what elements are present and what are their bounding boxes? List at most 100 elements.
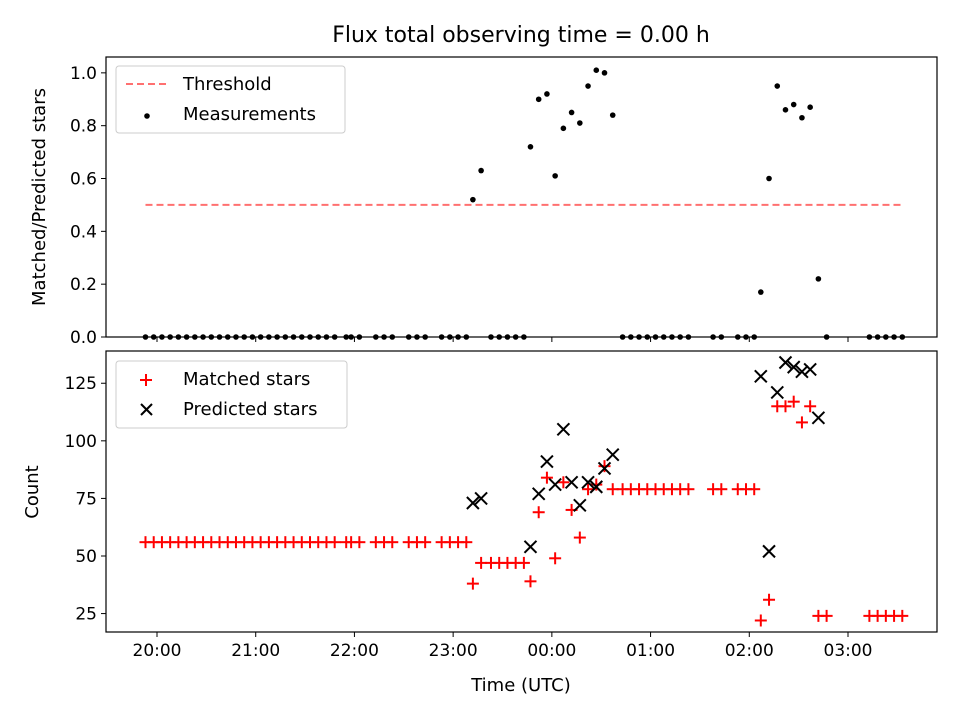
matched-star-point bbox=[820, 609, 833, 622]
ratio-y-label: Matched/Predicted stars bbox=[29, 88, 50, 306]
predicted-star-point bbox=[564, 475, 579, 489]
measurement-point bbox=[535, 96, 542, 103]
predicted-star-point bbox=[778, 355, 793, 370]
measurement-point bbox=[470, 196, 476, 203]
x-axis-label: Time (UTC) bbox=[470, 675, 571, 696]
predicted-star-point bbox=[795, 365, 809, 379]
matched-legend-swatch bbox=[140, 374, 152, 386]
matched-star-point bbox=[748, 483, 761, 496]
predicted-star-point bbox=[606, 447, 620, 462]
predicted-star-point bbox=[523, 540, 538, 554]
ratio-y-axis: 0.0 0.2 0.4 0.6 0.8 1.0 bbox=[70, 64, 106, 348]
predicted-star-point bbox=[466, 496, 480, 510]
measurement-point bbox=[544, 91, 550, 97]
ratio-x-ticks bbox=[156, 337, 849, 342]
matched-star-point bbox=[460, 536, 473, 549]
measurement-point bbox=[593, 67, 600, 74]
x-tick-label: 03:00 bbox=[824, 641, 873, 661]
predicted-star-point bbox=[573, 498, 587, 513]
predicted-star-point bbox=[762, 544, 776, 559]
ratio-legend: Threshold Measurements bbox=[115, 65, 346, 134]
y-tick-label: 0.8 bbox=[70, 117, 97, 137]
predicted-star-point bbox=[589, 480, 603, 494]
count-marks bbox=[139, 355, 909, 627]
ratio-legend-box bbox=[115, 65, 346, 134]
ratio-plot-frame bbox=[105, 56, 938, 338]
predicted-star-point bbox=[556, 422, 571, 437]
ratio-panel: 0.0 0.2 0.4 0.6 0.8 1.0 Matched/Predicted sta… bbox=[29, 56, 938, 348]
matched-star-point bbox=[590, 478, 603, 491]
matched-star-point bbox=[540, 471, 553, 484]
measurement-point bbox=[478, 167, 484, 174]
matched-star-point bbox=[524, 575, 537, 588]
count-y-label: Count bbox=[22, 465, 43, 518]
count-plot-frame bbox=[105, 350, 938, 633]
predicted-star-point bbox=[770, 385, 784, 400]
predicted-legend-swatch bbox=[140, 403, 153, 416]
matched-star-point bbox=[598, 460, 611, 473]
measurement-point bbox=[782, 107, 789, 113]
y-tick-label: 0.6 bbox=[70, 170, 97, 190]
measurement-point bbox=[585, 83, 591, 89]
count-y-axis: 25 50 75 100 125 bbox=[65, 374, 106, 625]
matched-star-point bbox=[386, 536, 399, 549]
measurement-point bbox=[577, 120, 583, 126]
matched-star-point bbox=[549, 552, 562, 565]
count-legend: Matched stars Predicted stars bbox=[115, 360, 348, 429]
count-x-axis: 20:00 21:00 22:00 23:00 00:00 01:00 02:00 03:00 bbox=[133, 632, 873, 661]
predicted-star-point bbox=[531, 487, 546, 501]
x-tick-label: 20:00 bbox=[133, 641, 182, 661]
x-tick-label: 00:00 bbox=[527, 641, 576, 661]
matched-star-point bbox=[573, 531, 586, 544]
predicted-star-point bbox=[597, 461, 612, 476]
x-tick-label: 23:00 bbox=[429, 641, 478, 661]
matched-star-point bbox=[804, 400, 817, 413]
measurement-point bbox=[552, 173, 558, 179]
y-tick-label: 0.2 bbox=[70, 275, 97, 295]
measurement-point bbox=[790, 101, 797, 108]
measurement-point bbox=[568, 109, 575, 116]
measurement-point bbox=[601, 70, 608, 76]
matched-star-point bbox=[715, 483, 728, 496]
predicted-star-point bbox=[474, 491, 488, 506]
measurement-point bbox=[774, 83, 781, 89]
x-tick-label: 22:00 bbox=[330, 641, 379, 661]
predicted-star-point bbox=[754, 369, 768, 384]
x-tick-label: 01:00 bbox=[626, 641, 675, 661]
threshold-legend-label: Threshold bbox=[182, 74, 272, 95]
matched-star-point bbox=[763, 593, 776, 606]
matched-star-point bbox=[557, 476, 570, 489]
measurement-point bbox=[758, 289, 764, 295]
chart-title: Flux total observing time = 0.00 h bbox=[332, 23, 710, 48]
y-tick-label: 125 bbox=[65, 374, 97, 394]
measurement-point bbox=[799, 114, 805, 121]
y-tick-label: 0.4 bbox=[70, 222, 97, 242]
matched-star-point bbox=[582, 483, 595, 496]
count-legend-box bbox=[115, 360, 348, 429]
matched-star-point bbox=[787, 395, 800, 408]
predicted-star-point bbox=[540, 454, 554, 469]
predicted-star-point bbox=[811, 411, 826, 425]
count-panel: 25 50 75 100 125 20:00 21:00 22:00 23:00 00:00 01… bbox=[22, 350, 938, 696]
x-tick-label: 21:00 bbox=[231, 641, 280, 661]
matched-star-point bbox=[795, 416, 808, 429]
measurement-point bbox=[766, 175, 772, 182]
measurement-point bbox=[609, 112, 616, 118]
x-tick-label: 02:00 bbox=[725, 641, 774, 661]
matched-star-point bbox=[419, 536, 432, 549]
matched-star-point bbox=[517, 556, 530, 569]
measurement-point bbox=[807, 104, 813, 110]
matched-star-point bbox=[682, 483, 695, 496]
predicted-star-point bbox=[548, 477, 562, 492]
predicted-star-point bbox=[787, 360, 801, 374]
predicted-star-point bbox=[803, 362, 817, 377]
matched-star-point bbox=[754, 614, 767, 627]
matched-star-point bbox=[896, 609, 909, 622]
measurement-point bbox=[527, 144, 534, 150]
matched-star-point bbox=[328, 536, 341, 549]
measurements-legend-swatch bbox=[144, 113, 150, 119]
measurement-point bbox=[560, 125, 567, 132]
measurement-point bbox=[815, 276, 822, 282]
y-tick-label: 0.0 bbox=[70, 328, 97, 348]
